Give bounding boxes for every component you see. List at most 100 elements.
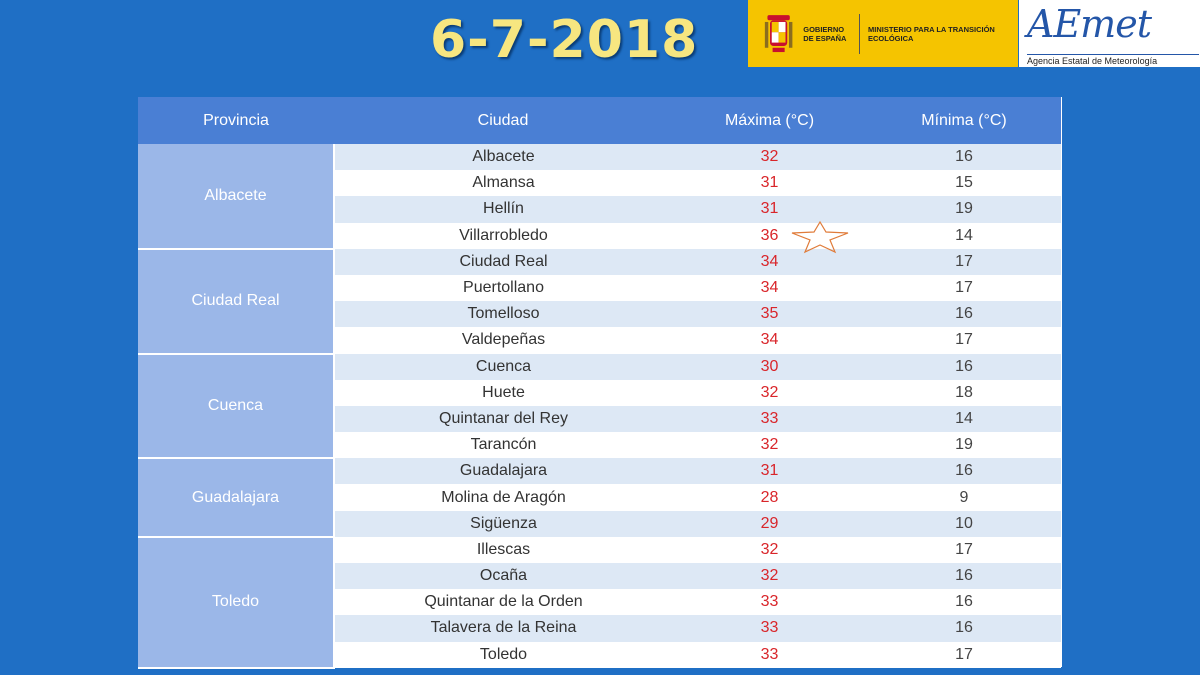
city-cell: Quintanar del Rey xyxy=(334,405,672,433)
min-temp-cell: 16 xyxy=(867,615,1061,642)
min-temp-cell: 14 xyxy=(867,405,1061,433)
table-row: Villarrobledo 36 14 xyxy=(138,222,1061,249)
city-cell: Huete xyxy=(334,379,672,406)
min-temp-cell: 15 xyxy=(867,170,1061,197)
province-cell: Ciudad Real xyxy=(138,248,335,355)
table-row: Cuenca Cuenca 30 16 xyxy=(138,353,1061,460)
min-temp-cell: 17 xyxy=(867,327,1061,354)
table-row: Toledo 33 17 xyxy=(138,641,1061,668)
city-cell: Ciudad Real xyxy=(334,248,672,275)
table-row: Puertollano 34 17 xyxy=(138,274,1061,302)
column-header-minima: Mínima (°C) xyxy=(867,97,1061,144)
max-temp-cell: 34 xyxy=(672,248,867,275)
city-cell: Puertollano xyxy=(334,274,672,302)
column-header-maxima: Máxima (°C) xyxy=(672,97,867,144)
city-cell: Guadalajara xyxy=(334,458,672,485)
table-header-row: Provincia Ciudad Máxima (°C) Mínima (°C) xyxy=(138,97,1061,144)
table-row: Almansa 31 15 xyxy=(138,170,1061,197)
city-cell: Illescas xyxy=(334,536,672,563)
min-temp-cell: 10 xyxy=(867,510,1061,537)
max-temp-cell: 31 xyxy=(672,170,867,197)
table-row: Talavera de la Reina 33 16 xyxy=(138,615,1061,642)
government-banner: GOBIERNO DE ESPAÑA MINISTERIO PARA LA TR… xyxy=(748,0,1018,67)
aemet-logo: AEmet xyxy=(1027,2,1152,46)
max-temp-cell: 33 xyxy=(672,615,867,642)
table-row: Quintanar de la Orden 33 16 xyxy=(138,589,1061,616)
spain-coat-of-arms-icon xyxy=(764,14,793,52)
table-row: Valdepeñas 34 17 xyxy=(138,327,1061,354)
column-header-ciudad: Ciudad xyxy=(334,97,672,144)
city-cell: Quintanar de la Orden xyxy=(334,589,672,616)
max-temp-cell: 33 xyxy=(672,405,867,433)
city-cell: Almansa xyxy=(334,170,672,197)
min-temp-cell: 17 xyxy=(867,536,1061,563)
min-temp-cell: 17 xyxy=(867,274,1061,302)
province-cell: Albacete xyxy=(138,144,335,250)
min-temp-cell: 19 xyxy=(867,196,1061,223)
date-title: 6-7-2018 xyxy=(430,10,699,70)
city-cell: Albacete xyxy=(334,144,672,171)
min-temp-cell: 16 xyxy=(867,458,1061,485)
city-cell: Hellín xyxy=(334,196,672,223)
min-temp-cell: 17 xyxy=(867,641,1061,668)
table-row: Albacete Albacete 32 16 xyxy=(138,144,1061,250)
banner-divider xyxy=(859,13,861,54)
table-row: Guadalajara Guadalajara 31 16 xyxy=(138,458,1061,538)
min-temp-cell: 17 xyxy=(867,248,1061,275)
table-row: Huete 32 18 xyxy=(138,379,1061,406)
min-temp-cell: 14 xyxy=(867,222,1061,249)
max-temp-cell: 33 xyxy=(672,641,867,668)
table-row: Molina de Aragón 28 9 xyxy=(138,484,1061,511)
max-temp-cell: 30 xyxy=(672,353,867,380)
star-icon xyxy=(791,220,849,254)
min-temp-cell: 19 xyxy=(867,432,1061,459)
max-temp-cell: 34 xyxy=(672,274,867,302)
min-temp-cell: 16 xyxy=(867,353,1061,380)
max-temp-cell: 31 xyxy=(672,458,867,485)
min-temp-cell: 18 xyxy=(867,379,1061,406)
min-temp-cell: 16 xyxy=(867,301,1061,328)
max-temp-cell: 34 xyxy=(672,327,867,354)
table-row: Toledo Illescas 32 17 xyxy=(138,536,1061,669)
min-temp-cell: 9 xyxy=(867,484,1061,511)
max-temp-cell: 31 xyxy=(672,196,867,223)
column-header-provincia: Provincia xyxy=(138,97,334,144)
table-row: Tarancón 32 19 xyxy=(138,432,1061,459)
aemet-logo-box: AEmet Agencia Estatal de Meteorología xyxy=(1019,0,1200,67)
city-cell: Sigüenza xyxy=(334,510,672,537)
city-cell: Molina de Aragón xyxy=(334,484,672,511)
province-cell: Toledo xyxy=(138,536,335,669)
min-temp-cell: 16 xyxy=(867,563,1061,590)
gobierno-label: GOBIERNO DE ESPAÑA xyxy=(803,24,847,43)
table-body: Albacete Albacete 32 16 Almansa 31 15 Hellín 31 1… xyxy=(138,144,1061,669)
table-row: Ocaña 32 16 xyxy=(138,563,1061,590)
max-temp-cell: 32 xyxy=(672,379,867,406)
table-row: Ciudad Real Ciudad Real 34 17 xyxy=(138,248,1061,355)
max-temp-cell: 29 xyxy=(672,510,867,537)
max-temp-cell: 32 xyxy=(672,563,867,590)
aemet-subtitle: Agencia Estatal de Meteorología xyxy=(1027,54,1199,66)
min-temp-cell: 16 xyxy=(867,589,1061,616)
city-cell: Talavera de la Reina xyxy=(334,615,672,642)
city-cell: Tomelloso xyxy=(334,301,672,328)
province-cell: Guadalajara xyxy=(138,458,335,538)
max-temp-cell: 32 xyxy=(672,432,867,459)
max-temp-cell: 28 xyxy=(672,484,867,511)
city-cell: Ocaña xyxy=(334,563,672,590)
max-temp-cell: 35 xyxy=(672,301,867,328)
city-cell: Valdepeñas xyxy=(334,327,672,354)
temperature-table-container: Provincia Ciudad Máxima (°C) Mínima (°C)… xyxy=(138,97,1062,669)
max-temp-cell: 32 xyxy=(672,536,867,563)
max-temp-cell: 33 xyxy=(672,589,867,616)
temperature-table: Provincia Ciudad Máxima (°C) Mínima (°C)… xyxy=(138,97,1061,669)
table-row: Tomelloso 35 16 xyxy=(138,301,1061,328)
max-temp-cell: 36 xyxy=(672,222,867,249)
province-cell: Cuenca xyxy=(138,353,335,460)
city-cell: Tarancón xyxy=(334,432,672,459)
table-row: Sigüenza 29 10 xyxy=(138,510,1061,537)
table-row: Quintanar del Rey 33 14 xyxy=(138,405,1061,433)
table-row: Hellín 31 19 xyxy=(138,196,1061,223)
city-cell: Toledo xyxy=(334,641,672,668)
ministerio-label: MINISTERIO PARA LA TRANSICIÓN ECOLÓGICA xyxy=(868,24,995,43)
min-temp-cell: 16 xyxy=(867,144,1061,171)
